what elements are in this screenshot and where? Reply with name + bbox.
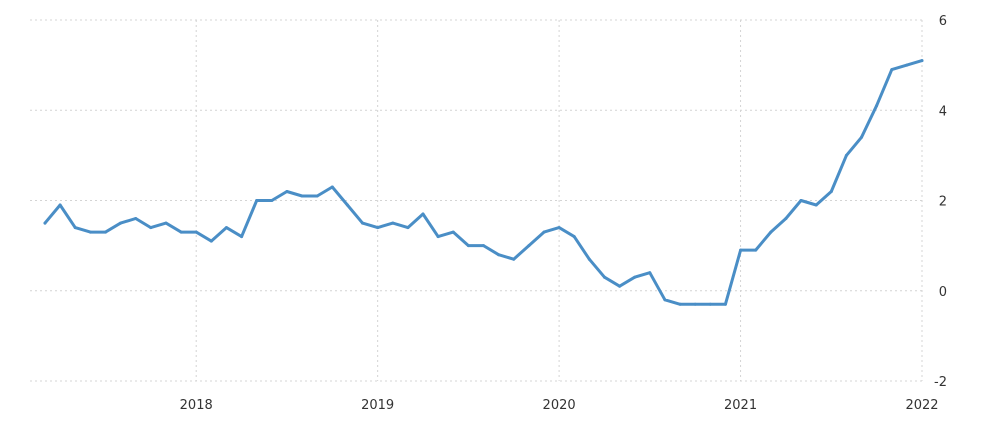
data-point: [330, 185, 334, 189]
data-point: [315, 194, 319, 198]
tick-labels: -2 0 2 4 6 2018 2019 2020 2021 2022: [180, 14, 947, 413]
data-point: [43, 221, 47, 225]
data-point: [391, 221, 395, 225]
data-point: [194, 230, 198, 234]
data-point: [769, 230, 773, 234]
data-point: [345, 203, 349, 207]
data-point: [421, 212, 425, 216]
data-point: [814, 203, 818, 207]
data-point: [920, 59, 924, 63]
data-point: [406, 226, 410, 230]
data-point: [104, 230, 107, 234]
data-point: [693, 302, 697, 306]
data-point: [860, 135, 863, 139]
x-tick-label: 2021: [724, 398, 757, 413]
y-tick-label: 4: [939, 104, 947, 119]
series-layer: [43, 59, 924, 306]
series-line: [43, 59, 924, 306]
data-point: [739, 248, 743, 252]
y-tick-label: -2: [934, 375, 947, 390]
data-point: [603, 275, 606, 279]
data-point: [376, 226, 380, 230]
y-tick-label: 6: [939, 14, 947, 29]
x-tick-label: 2018: [180, 398, 213, 413]
data-point: [572, 235, 576, 239]
data-point: [890, 68, 894, 72]
data-point: [875, 104, 879, 108]
data-point: [240, 235, 244, 239]
data-point: [542, 230, 546, 234]
grid-layer: [30, 19, 923, 382]
data-point: [663, 298, 667, 302]
data-point: [587, 257, 591, 261]
data-point: [149, 226, 153, 230]
data-point: [285, 190, 289, 193]
data-point: [527, 244, 531, 248]
data-point: [436, 235, 440, 239]
data-point: [300, 194, 304, 198]
data-point: [482, 244, 485, 248]
data-point: [723, 302, 727, 306]
x-tick-label: 2020: [543, 398, 576, 413]
y-tick-label: 2: [939, 195, 947, 210]
x-tick-label: 2019: [361, 398, 394, 413]
data-point: [905, 63, 909, 67]
data-point: [829, 190, 833, 193]
data-point: [754, 248, 758, 252]
data-point: [119, 221, 123, 225]
data-point: [844, 153, 848, 157]
y-tick-label: 0: [939, 285, 947, 300]
data-point: [361, 221, 364, 225]
data-point: [512, 257, 516, 261]
data-point: [73, 226, 77, 230]
data-point: [708, 302, 712, 306]
data-point: [497, 253, 501, 257]
data-point: [134, 217, 138, 220]
data-point: [209, 239, 213, 243]
data-point: [784, 217, 788, 220]
data-point: [618, 284, 622, 288]
data-point: [270, 199, 274, 202]
x-tick-label: 2022: [905, 398, 938, 413]
data-point: [164, 221, 168, 225]
data-point: [648, 271, 652, 275]
data-point: [557, 226, 561, 230]
data-point: [678, 302, 682, 306]
data-point: [633, 275, 637, 279]
data-point: [224, 226, 228, 230]
data-point: [255, 199, 259, 202]
data-point: [179, 230, 183, 234]
data-point: [88, 230, 92, 234]
data-point: [799, 199, 803, 202]
data-point: [58, 203, 62, 207]
data-point: [466, 244, 470, 248]
data-point: [451, 230, 455, 234]
